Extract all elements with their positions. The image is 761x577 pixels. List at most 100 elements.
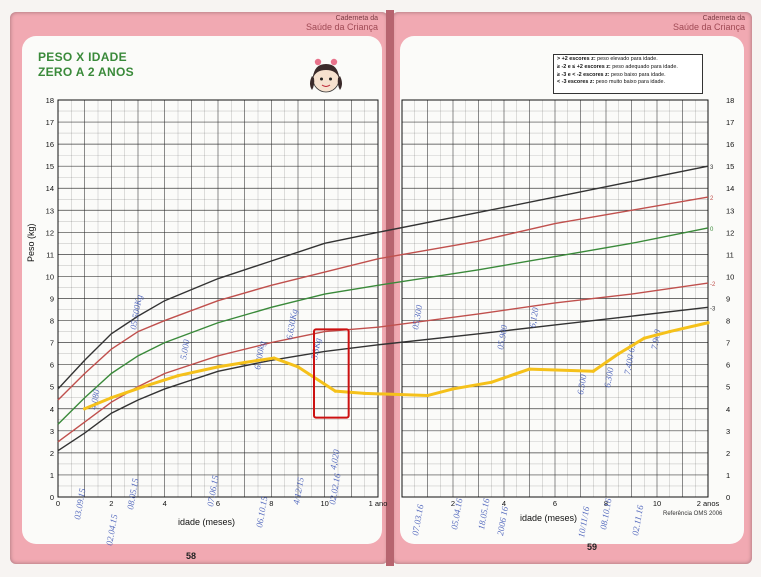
x-tick-label-left: 0: [56, 499, 60, 508]
handwritten-note-left: 5.000: [178, 338, 191, 360]
brand-right: Caderneta da Saúde da Criança: [660, 15, 745, 32]
handwritten-note-left: 5.3Kg: [309, 337, 323, 361]
child-weight-point: [296, 365, 300, 369]
legend-box: > +2 escores z: peso elevado para idade.…: [553, 54, 703, 94]
handwritten-note-left: 02.02.16: [327, 472, 342, 505]
brand-line2-left: Saúde da Criança: [305, 22, 378, 32]
handwritten-note-right: 05.900: [495, 324, 509, 351]
x-tick-label-right: 8: [604, 499, 608, 508]
child-weight-point: [668, 329, 672, 334]
child-weight-point: [333, 389, 337, 393]
child-weight-point: [243, 360, 247, 365]
brand-line2-right: Saúde da Criança: [672, 22, 745, 32]
child-weight-point: [706, 321, 710, 325]
x-axis-label-left: idade (meses): [178, 517, 236, 527]
highlight-box: [313, 328, 350, 419]
x-tick-label-right: 2 anos: [697, 499, 720, 508]
y-tick-label-left: 5: [50, 383, 54, 392]
handwritten-note-left: 05.500Kg: [128, 293, 144, 330]
y-tick-label-left: 17: [46, 118, 54, 127]
legend-text-3: peso baixo para idade.: [609, 71, 666, 78]
handwritten-note-right: 18.05.16: [476, 497, 491, 530]
child-weight-point: [642, 336, 646, 340]
y-tick-label-left: 11: [46, 250, 54, 259]
y-tick-label-left: 8: [50, 317, 54, 326]
curve-label: 3: [710, 165, 714, 171]
y-tick-label-left: 18: [46, 96, 54, 105]
x-tick-label-left: 10: [320, 499, 328, 508]
curve-label: 2: [710, 196, 714, 202]
handwritten-note-right: 6.300: [602, 366, 615, 388]
x-tick-label-left: 1 ano: [369, 499, 388, 508]
y-tick-label-right: 12: [726, 228, 734, 237]
girl-face-icon: [310, 58, 342, 93]
child-weight-point: [425, 393, 430, 398]
brand-line1-right: Caderneta da: [702, 15, 745, 22]
curve-label: 0: [710, 227, 714, 233]
zscore-curve-0-right: [377, 227, 709, 286]
child-weight-point: [176, 374, 180, 378]
y-tick-label-left: 0: [50, 493, 54, 502]
page-number-right: 59: [587, 542, 598, 552]
handwritten-note-right: 6,120: [527, 306, 540, 328]
x-tick-label-left: 4: [163, 499, 167, 508]
handwritten-note-right: 2006 16: [495, 505, 510, 536]
y-tick-label-left: 2: [50, 449, 54, 458]
y-tick-label-right: 1: [726, 471, 730, 480]
child-weight-point: [489, 380, 493, 384]
handwritten-note-left: 06.10.15: [254, 495, 269, 528]
y-tick-label-right: 8: [726, 317, 730, 326]
legend-text-4: peso muito baixo para idade.: [594, 79, 666, 86]
chart-title-line1: PESO X IDADE: [38, 50, 127, 64]
page-number-left: 58: [186, 551, 197, 561]
child-weight-point: [216, 365, 220, 369]
handwritten-note-left: 4/12/15: [291, 476, 306, 505]
zscore-curve-2-left: [57, 258, 379, 401]
handwritten-note-left: 03.09.15: [72, 487, 87, 520]
y-tick-label-left: 3: [50, 427, 54, 436]
y-tick-label-right: 5: [726, 383, 730, 392]
child-weight-point: [527, 367, 532, 371]
legend-row-4: < -3 escores z: peso muito baixo para id…: [557, 79, 699, 87]
zscore-curve-3-left: [57, 231, 379, 390]
handwritten-note-right: 10/11/16: [576, 505, 591, 538]
legend-row-1: > +2 escores z: peso elevado para idade.: [557, 56, 699, 64]
legend-key-4: < -3 escores z:: [557, 79, 595, 86]
book-spine: [386, 10, 394, 566]
child-weight-point: [363, 391, 367, 395]
zscore-curve-3-right: [377, 165, 709, 234]
handwritten-note-left: 6.300kg: [252, 340, 267, 371]
zscore-curve-2-right: [377, 196, 709, 260]
legend-key-1: > +2 escores z:: [557, 56, 596, 62]
y-tick-label-left: 6: [50, 361, 54, 370]
y-tick-label-right: 10: [726, 272, 734, 281]
y-tick-label-left: 16: [46, 140, 54, 149]
y-tick-label-right: 11: [726, 250, 734, 259]
child-weight-point: [591, 369, 595, 373]
curve-label: -3: [710, 306, 716, 312]
y-tick-label-right: 15: [726, 162, 734, 171]
left-chart-panel: [22, 36, 382, 544]
y-tick-label-right: 9: [726, 295, 730, 304]
y-tick-label-right: 17: [726, 118, 734, 127]
handwritten-note-right: 02.11.16: [630, 504, 645, 537]
legend-text-1: peso elevado para idade.: [595, 56, 658, 62]
child-weight-point: [141, 385, 145, 389]
handwritten-note-left: 6.630Kg: [284, 308, 299, 341]
y-tick-label-left: 4: [50, 405, 54, 414]
handwritten-note-right: 07.03.16: [410, 503, 425, 536]
handwritten-note-right: 05.300: [410, 304, 424, 331]
zscore-curve-minus2-right: [377, 282, 709, 328]
y-tick-label-right: 16: [726, 140, 734, 149]
plot-frame-right: [401, 99, 709, 498]
y-tick-label-left: 1: [50, 471, 54, 480]
y-tick-label-left: 14: [46, 184, 54, 193]
chart-title: PESO X IDADE ZERO A 2 ANOS: [38, 50, 134, 80]
y-tick-label-left: 15: [46, 162, 54, 171]
zscore-curve-minus3-left: [57, 344, 379, 452]
y-tick-label-right: 18: [726, 96, 734, 105]
y-tick-label-right: 13: [726, 206, 734, 215]
y-tick-label-right: 2: [726, 449, 730, 458]
curve-label: -2: [710, 282, 716, 288]
